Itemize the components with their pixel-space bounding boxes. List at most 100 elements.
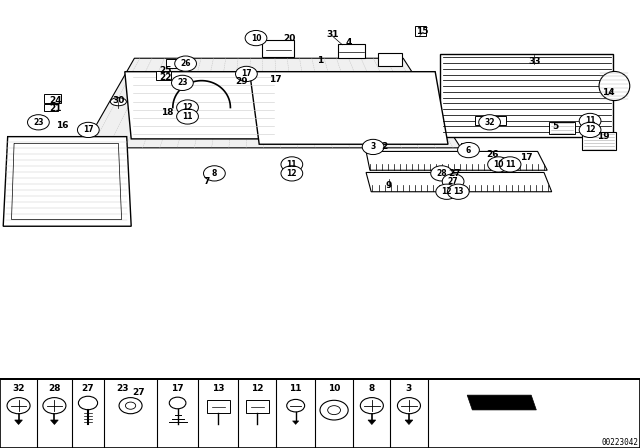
Text: 24: 24 — [49, 96, 62, 105]
Circle shape — [442, 174, 464, 189]
Bar — [461, 143, 467, 155]
Text: 19: 19 — [596, 132, 609, 141]
Bar — [207, 400, 230, 413]
FancyBboxPatch shape — [582, 132, 616, 150]
FancyBboxPatch shape — [338, 44, 365, 58]
Text: 12: 12 — [251, 384, 264, 393]
Text: 26: 26 — [486, 150, 499, 159]
Text: 32: 32 — [484, 118, 495, 127]
Text: 23: 23 — [33, 118, 44, 127]
Text: 10: 10 — [251, 34, 261, 43]
Text: 16: 16 — [56, 121, 68, 130]
Bar — [156, 71, 171, 80]
Circle shape — [579, 122, 601, 138]
Text: 14: 14 — [602, 88, 614, 97]
Polygon shape — [366, 151, 547, 170]
Polygon shape — [467, 395, 536, 410]
Bar — [246, 400, 269, 413]
Text: 17: 17 — [241, 69, 252, 78]
Circle shape — [458, 142, 479, 158]
Bar — [44, 104, 58, 111]
Polygon shape — [292, 421, 299, 425]
Text: 30: 30 — [112, 96, 125, 105]
Text: 10: 10 — [493, 160, 504, 169]
Circle shape — [281, 157, 303, 172]
Text: 8: 8 — [212, 169, 217, 178]
Text: 00223042: 00223042 — [602, 438, 639, 447]
Text: 6: 6 — [466, 146, 471, 155]
Polygon shape — [250, 72, 448, 144]
Circle shape — [431, 166, 452, 181]
Text: 22: 22 — [159, 73, 172, 82]
Text: 17: 17 — [269, 75, 282, 84]
Circle shape — [479, 115, 500, 130]
Text: 7: 7 — [204, 177, 210, 186]
Circle shape — [204, 166, 225, 181]
Text: 8: 8 — [369, 384, 375, 393]
Text: 28: 28 — [436, 169, 447, 178]
Text: 3: 3 — [406, 384, 412, 393]
Text: 4: 4 — [346, 38, 352, 47]
Text: 12: 12 — [287, 169, 297, 178]
FancyBboxPatch shape — [262, 40, 294, 57]
Text: 1: 1 — [317, 56, 323, 65]
Text: 10: 10 — [328, 384, 340, 393]
Circle shape — [77, 122, 99, 138]
Text: 17: 17 — [520, 153, 532, 162]
Polygon shape — [440, 54, 613, 137]
Text: 5: 5 — [552, 122, 559, 131]
Text: 9: 9 — [386, 181, 392, 190]
Text: 13: 13 — [453, 187, 463, 196]
Text: 31: 31 — [326, 30, 339, 39]
Bar — [166, 59, 182, 68]
Ellipse shape — [599, 71, 630, 101]
Polygon shape — [3, 137, 131, 226]
Bar — [415, 26, 426, 36]
Text: 25: 25 — [159, 66, 172, 75]
Text: 29: 29 — [236, 77, 248, 86]
Polygon shape — [15, 420, 22, 425]
Circle shape — [245, 30, 267, 46]
Text: 3: 3 — [371, 142, 376, 151]
Circle shape — [172, 75, 193, 90]
Text: 11: 11 — [505, 160, 515, 169]
Circle shape — [579, 113, 601, 129]
Polygon shape — [125, 72, 275, 139]
Text: 12: 12 — [585, 125, 595, 134]
Text: 20: 20 — [284, 34, 296, 43]
Text: 33: 33 — [528, 57, 541, 66]
Text: 18: 18 — [161, 108, 174, 116]
Text: 23: 23 — [116, 384, 129, 393]
FancyBboxPatch shape — [549, 122, 575, 134]
Text: 17: 17 — [83, 125, 93, 134]
Circle shape — [177, 100, 198, 115]
Circle shape — [447, 184, 469, 199]
Circle shape — [488, 157, 509, 172]
Text: 27: 27 — [82, 384, 94, 393]
Circle shape — [436, 184, 458, 199]
Polygon shape — [51, 420, 58, 425]
Circle shape — [281, 166, 303, 181]
Text: 2: 2 — [381, 142, 387, 151]
Circle shape — [177, 109, 198, 124]
FancyBboxPatch shape — [475, 116, 506, 125]
Text: 28: 28 — [48, 384, 61, 393]
Text: 13: 13 — [212, 384, 225, 393]
Text: 11: 11 — [182, 112, 193, 121]
Text: 26: 26 — [180, 59, 191, 68]
Bar — [44, 94, 61, 103]
Text: 27: 27 — [448, 169, 461, 178]
Ellipse shape — [110, 98, 127, 106]
Text: 12: 12 — [442, 187, 452, 196]
Text: 15: 15 — [416, 27, 429, 36]
Circle shape — [175, 56, 196, 71]
Text: 32: 32 — [12, 384, 25, 393]
Circle shape — [499, 157, 521, 172]
Text: 12: 12 — [182, 103, 193, 112]
Polygon shape — [83, 58, 461, 148]
Text: 11: 11 — [585, 116, 595, 125]
Circle shape — [28, 115, 49, 130]
Circle shape — [236, 66, 257, 82]
Polygon shape — [405, 420, 413, 425]
Text: 11: 11 — [287, 160, 297, 169]
